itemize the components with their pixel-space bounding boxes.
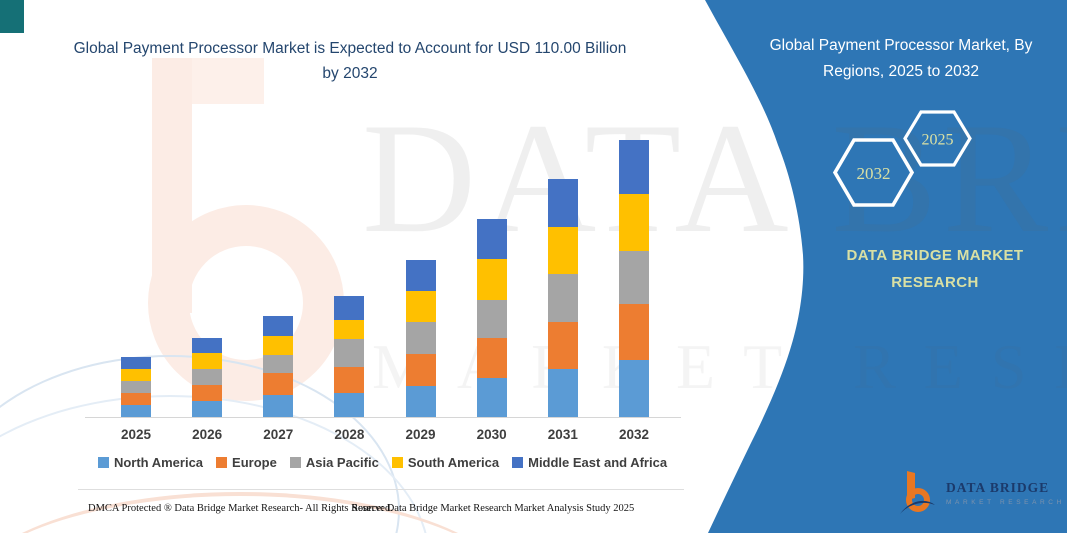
segment-asia-pacific [263, 355, 294, 373]
segment-middle-east-and-africa [476, 219, 507, 260]
legend-label: Asia Pacific [305, 455, 379, 470]
legend: North America Europe Asia Pacific South Ame… [80, 455, 685, 470]
footer-source: Source: Data Bridge Market Research Mark… [352, 503, 635, 514]
company-logo-tagline: MARKET RESEARCH [946, 499, 1065, 506]
segment-europe [405, 354, 436, 386]
legend-label: North America [113, 455, 204, 470]
segment-north-america [618, 360, 649, 417]
legend-label: South America [407, 455, 500, 470]
x-axis-label-2026: 2026 [192, 427, 223, 442]
segment-asia-pacific [618, 250, 649, 305]
chart-title: Global Payment Processor Market is Expec… [73, 40, 627, 82]
bar-2028 [334, 295, 365, 417]
segment-asia-pacific [192, 369, 223, 385]
segment-middle-east-and-africa [263, 315, 294, 337]
segment-south-america [405, 291, 436, 323]
legend-swatch [391, 457, 403, 468]
sidebar-brand-text: DATA BRIDGE MARKET RESEARCH [846, 247, 1024, 291]
segment-europe [334, 366, 365, 393]
segment-south-america [547, 227, 578, 274]
segment-south-america [121, 368, 151, 381]
legend-item-middle-east-and-africa: Middle East and Africa [512, 455, 667, 470]
x-axis-label-2028: 2028 [334, 427, 365, 442]
segment-north-america [334, 392, 365, 417]
legend-item-asia-pacific: Asia Pacific [289, 455, 379, 470]
year-badges: 2025 2032 [832, 110, 972, 207]
bar-2030 [476, 219, 507, 417]
segment-asia-pacific [405, 322, 436, 355]
hexagon-2032 [832, 138, 915, 207]
segment-south-america [334, 320, 365, 340]
bar-2026 [192, 338, 223, 417]
bars: 2025 2026 2027 2028 2029 2030 2031 2032 [120, 140, 649, 442]
segment-middle-east-and-africa [121, 356, 151, 369]
segment-middle-east-and-africa [192, 338, 223, 353]
badge-end-year: 2032 [857, 164, 891, 183]
segment-europe [618, 304, 649, 361]
legend-label: Europe [232, 455, 277, 470]
company-logo-name: DATA BRIDGE [946, 480, 1050, 495]
segment-south-america [618, 194, 649, 251]
legend-item-europe: Europe [216, 455, 277, 470]
bar-2032 [618, 140, 649, 417]
legend-item-north-america: North America [97, 455, 204, 470]
x-axis-label-2032: 2032 [618, 427, 649, 442]
segment-middle-east-and-africa [405, 260, 436, 292]
x-axis-line [85, 417, 681, 418]
legend-swatch [512, 457, 524, 468]
hexagon-2025 [903, 110, 972, 167]
corner-accent [0, 0, 24, 33]
segment-asia-pacific [547, 273, 578, 322]
segment-south-america [476, 259, 507, 301]
segment-middle-east-and-africa [618, 140, 649, 195]
segment-europe [192, 384, 223, 402]
legend-label: Middle East and Africa [528, 455, 668, 470]
segment-north-america [192, 401, 223, 417]
segment-north-america [547, 368, 578, 417]
segment-north-america [263, 394, 294, 417]
segment-asia-pacific [121, 380, 151, 394]
segment-europe [121, 393, 151, 405]
company-logo: DATA BRIDGE MARKET RESEARCH [898, 468, 1065, 518]
x-axis-label-2029: 2029 [405, 427, 436, 442]
segment-north-america [121, 404, 151, 417]
segment-middle-east-and-africa [547, 178, 578, 228]
watermark-swoosh-arc [0, 492, 520, 533]
segment-europe [263, 372, 294, 395]
segment-south-america [192, 352, 223, 370]
x-axis-label-2031: 2031 [547, 427, 578, 442]
legend-swatch [216, 457, 228, 468]
sidebar-heading: Global Payment Processor Market, By Regi… [769, 37, 1033, 80]
bar-2031 [547, 178, 578, 417]
x-axis-label-2027: 2027 [263, 427, 294, 442]
company-logo-icon [900, 471, 935, 514]
segment-south-america [263, 336, 294, 356]
badge-start-year: 2025 [922, 132, 954, 149]
legend-item-south-america: South America [391, 455, 500, 470]
segment-europe [547, 321, 578, 369]
legend-swatch [289, 457, 301, 468]
bar-2027 [263, 315, 294, 417]
bar-2025 [121, 356, 151, 417]
segment-asia-pacific [476, 300, 507, 339]
segment-north-america [405, 385, 436, 417]
x-axis-label-2030: 2030 [476, 427, 507, 442]
segment-middle-east-and-africa [334, 295, 365, 321]
legend-swatch [97, 457, 109, 468]
footer-divider [78, 489, 684, 490]
bar-2029 [405, 260, 436, 417]
company-logo-text: DATA BRIDGE MARKET RESEARCH [946, 480, 1065, 506]
segment-north-america [476, 377, 507, 417]
footer-copyright: DMCA Protected ® Data Bridge Market Rese… [88, 503, 393, 514]
segment-europe [476, 338, 507, 378]
x-axis-label-2025: 2025 [120, 427, 152, 442]
segment-asia-pacific [334, 339, 365, 367]
